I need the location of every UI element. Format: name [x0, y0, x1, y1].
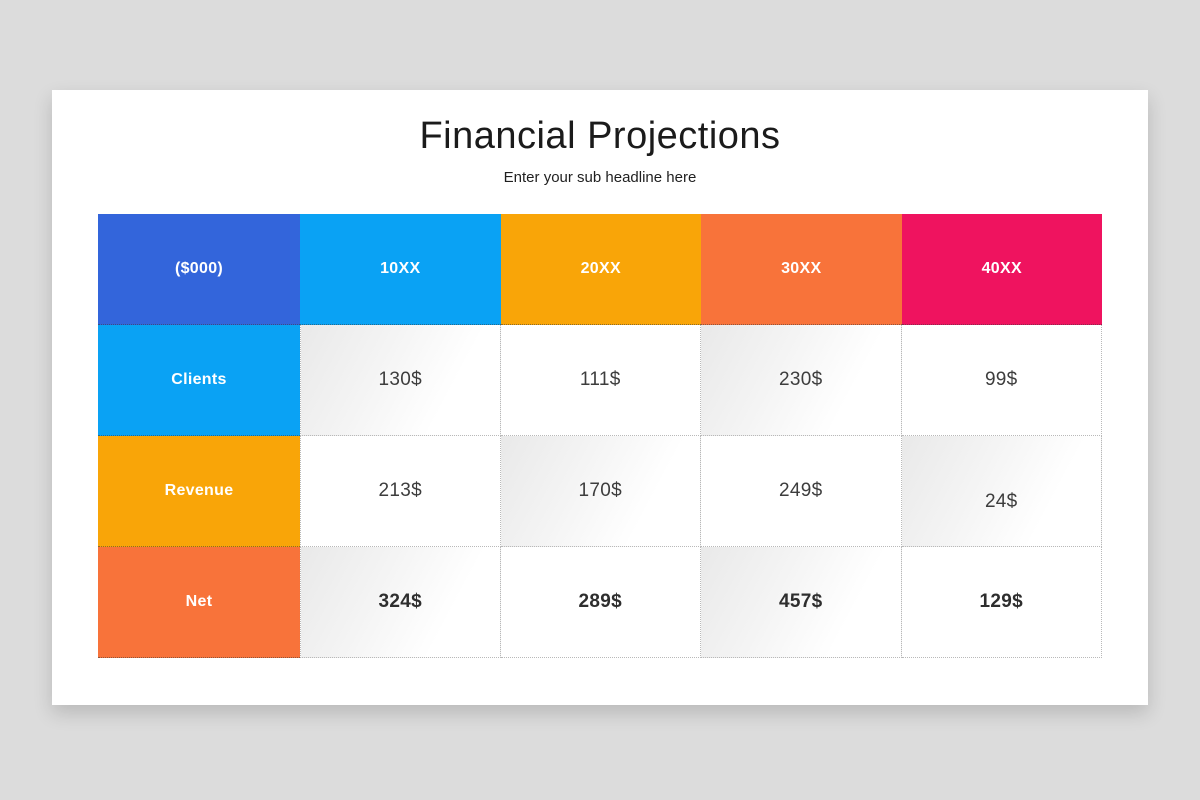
table-cell-clients-10xx: 130$ [300, 324, 501, 436]
slide: Financial Projections Enter your sub hea… [52, 90, 1148, 705]
table-cell-clients-30xx: 230$ [701, 324, 902, 436]
column-header-10xx: 10XX [300, 213, 501, 325]
row-label-revenue: Revenue [98, 435, 300, 547]
page-subtitle: Enter your sub headline here [503, 168, 697, 186]
column-header-30xx: 30XX [701, 213, 902, 325]
table-cell-net-30xx: 457$ [701, 546, 902, 658]
table-cell-clients-20xx: 111$ [500, 324, 701, 436]
row-label-net: Net [98, 546, 300, 658]
column-header-40xx: 40XX [901, 213, 1102, 325]
table-cell-revenue-10xx: 213$ [300, 435, 501, 547]
column-header-20xx: 20XX [500, 213, 701, 325]
table-cell-net-20xx: 289$ [500, 546, 701, 658]
table-cell-revenue-40xx: 24$ [901, 435, 1102, 547]
table-cell-revenue-20xx: 170$ [500, 435, 701, 547]
table-cell-net-10xx: 324$ [300, 546, 501, 658]
financial-projections-table: ($000) 10XX 20XX 30XX 40XX Clients 130$ … [98, 213, 1102, 658]
table-cell-revenue-30xx: 249$ [701, 435, 902, 547]
page-title: Financial Projections [419, 115, 781, 157]
table-corner-unit-label: ($000) [98, 213, 300, 325]
table-cell-net-40xx: 129$ [901, 546, 1102, 658]
row-label-clients: Clients [98, 324, 300, 436]
table-cell-clients-40xx: 99$ [901, 324, 1102, 436]
